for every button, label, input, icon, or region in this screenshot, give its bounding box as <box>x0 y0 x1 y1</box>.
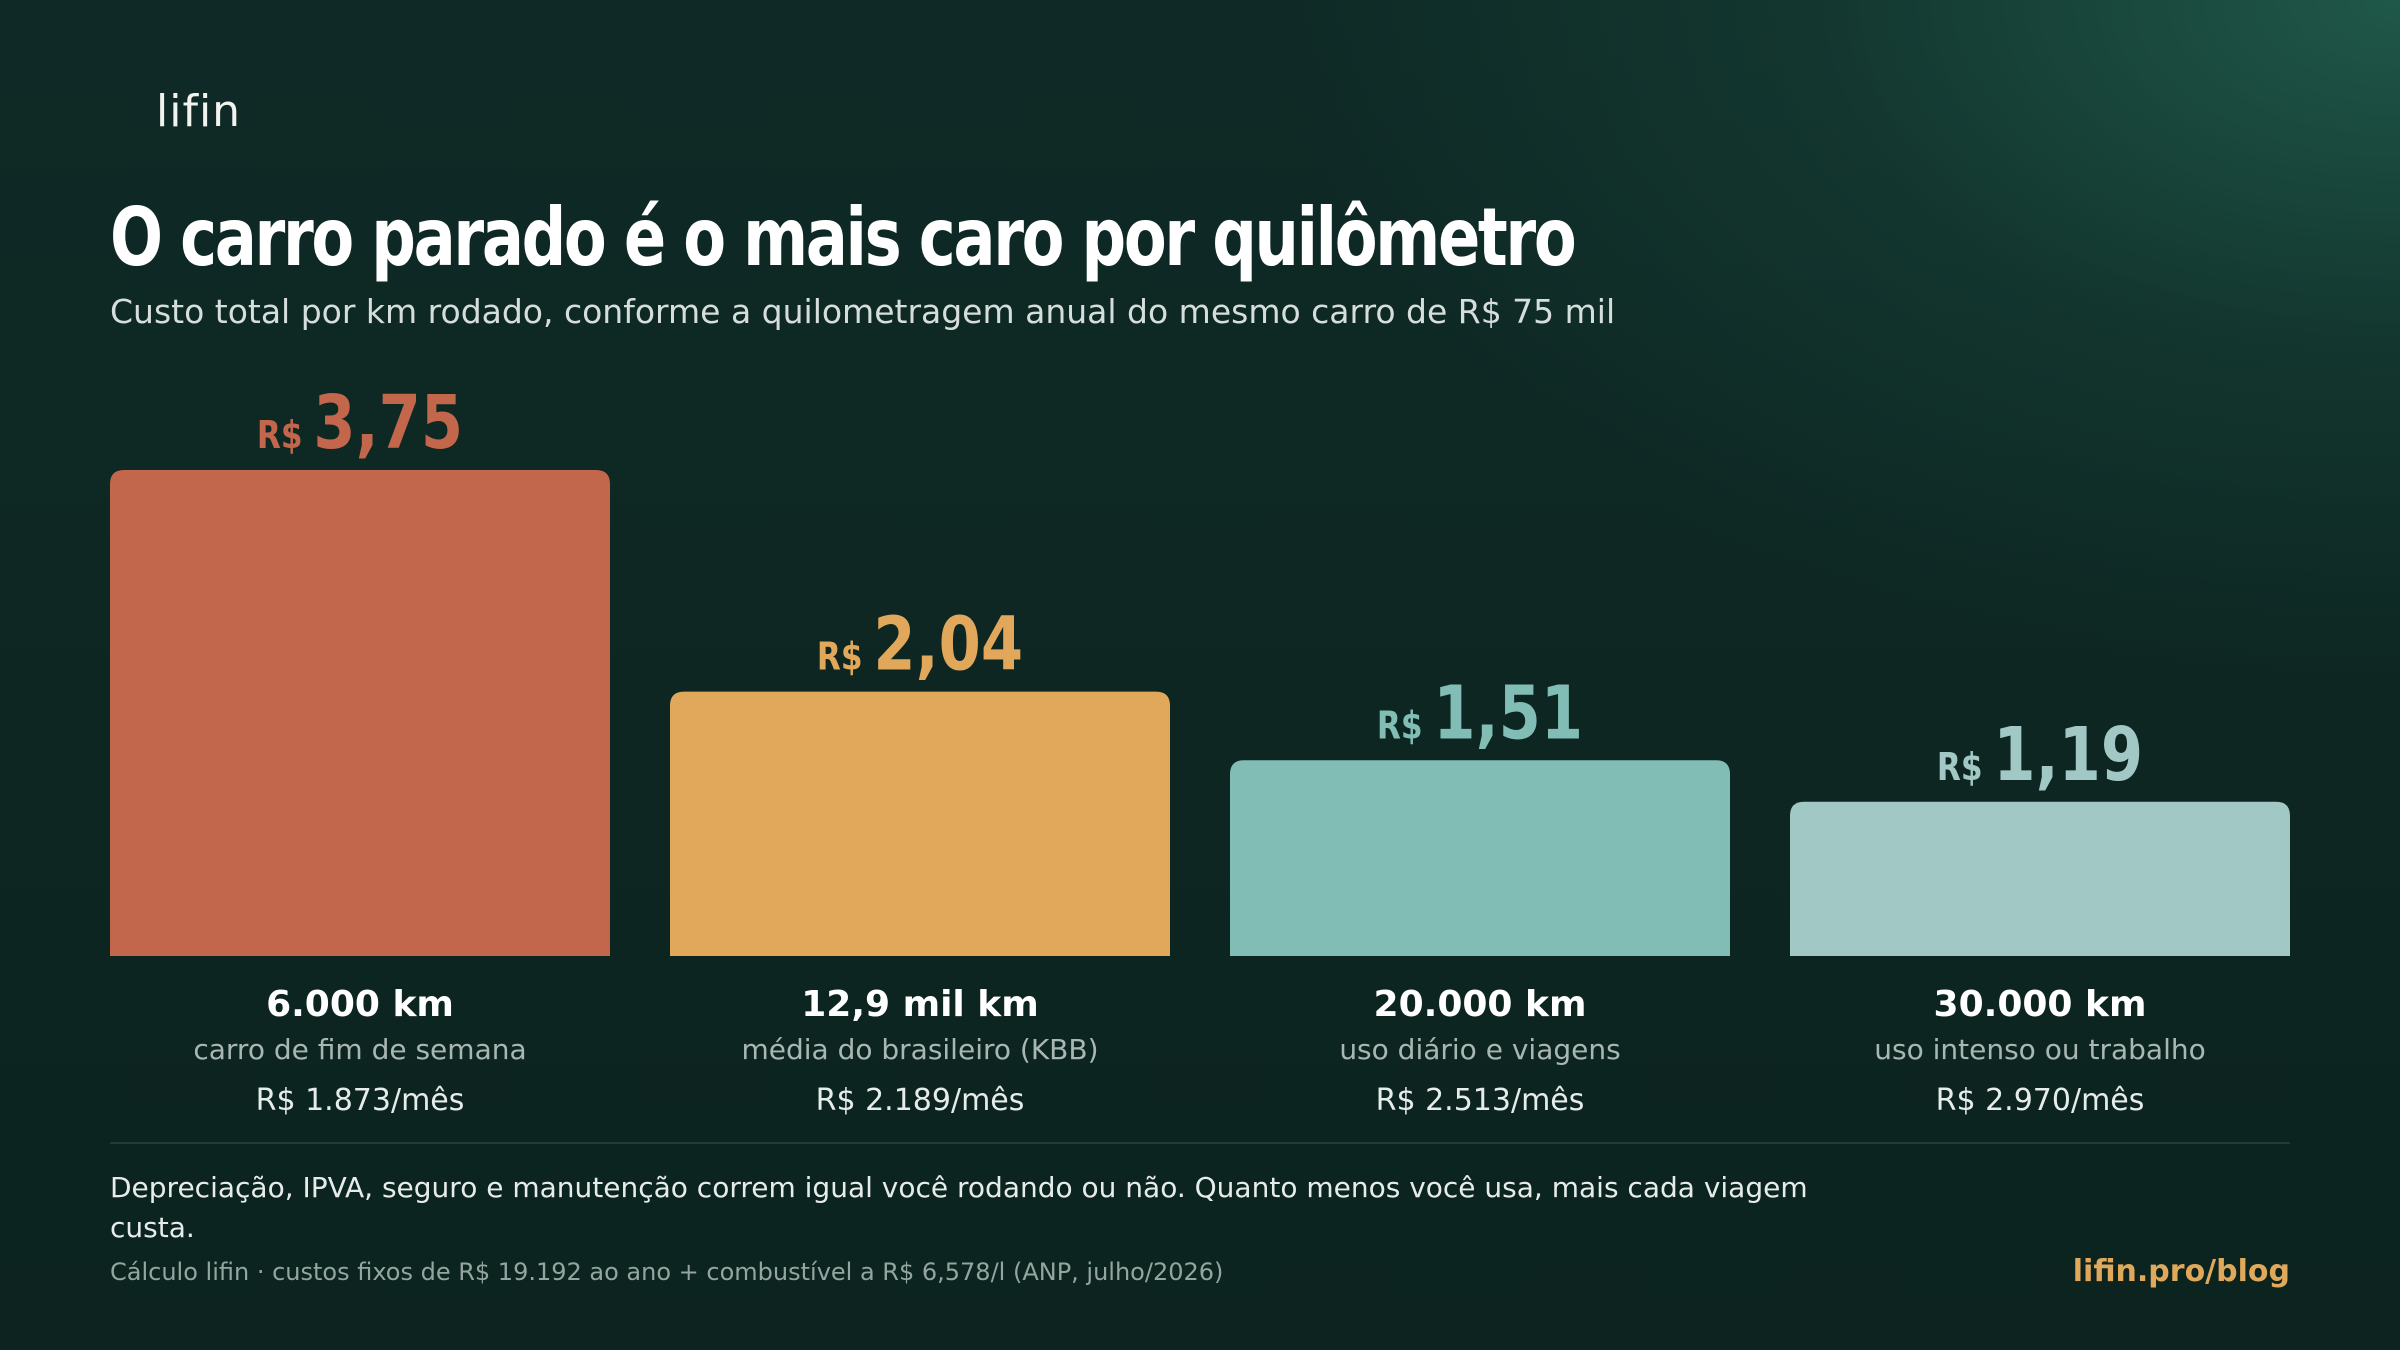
value-number: 1,51 <box>1433 669 1583 755</box>
monthly-cost: R$ 2.970/mês <box>1936 1083 2145 1118</box>
value-label: R$ 1,51 <box>1377 669 1583 755</box>
currency-prefix: R$ <box>257 414 314 458</box>
footnote: Depreciação, IPVA, seguro e manutenção c… <box>110 1171 1808 1244</box>
chart-title: O carro parado é o mais caro por quilôme… <box>110 191 1577 284</box>
category-description: uso diário e viagens <box>1339 1033 1620 1066</box>
bar <box>1230 760 1730 956</box>
value-label: R$ 1,19 <box>1937 711 2143 797</box>
source-note: Cálculo lifin · custos fixos de R$ 19.19… <box>110 1258 1224 1286</box>
value-number: 2,04 <box>873 601 1023 687</box>
category-label: 12,9 mil km <box>801 984 1039 1025</box>
value-label: R$ 3,75 <box>257 379 463 465</box>
value-number: 1,19 <box>1993 711 2143 797</box>
monthly-cost: R$ 1.873/mês <box>256 1083 465 1118</box>
currency-prefix: R$ <box>1937 746 1994 790</box>
monthly-cost: R$ 2.189/mês <box>816 1083 1025 1118</box>
currency-prefix: R$ <box>1377 704 1434 748</box>
category-label: 30.000 km <box>1934 984 2147 1025</box>
currency-prefix: R$ <box>817 636 874 680</box>
monthly-cost: R$ 2.513/mês <box>1376 1083 1585 1118</box>
divider <box>110 1142 2290 1144</box>
value-number: 3,75 <box>313 379 463 465</box>
site-link[interactable]: lifin.pro/blog <box>2072 1254 2290 1289</box>
bar <box>1790 801 2290 956</box>
bar <box>670 691 1170 956</box>
value-label: R$ 2,04 <box>817 601 1023 687</box>
category-label: 6.000 km <box>266 984 454 1025</box>
category-description: média do brasileiro (KBB) <box>741 1033 1098 1066</box>
category-description: uso intenso ou trabalho <box>1874 1033 2205 1066</box>
category-label: 20.000 km <box>1374 984 1587 1025</box>
category-description: carro de fim de semana <box>193 1033 526 1066</box>
bar <box>110 470 610 956</box>
brand-logo: lifin <box>156 86 242 137</box>
chart-subtitle: Custo total por km rodado, conforme a qu… <box>110 292 1616 331</box>
